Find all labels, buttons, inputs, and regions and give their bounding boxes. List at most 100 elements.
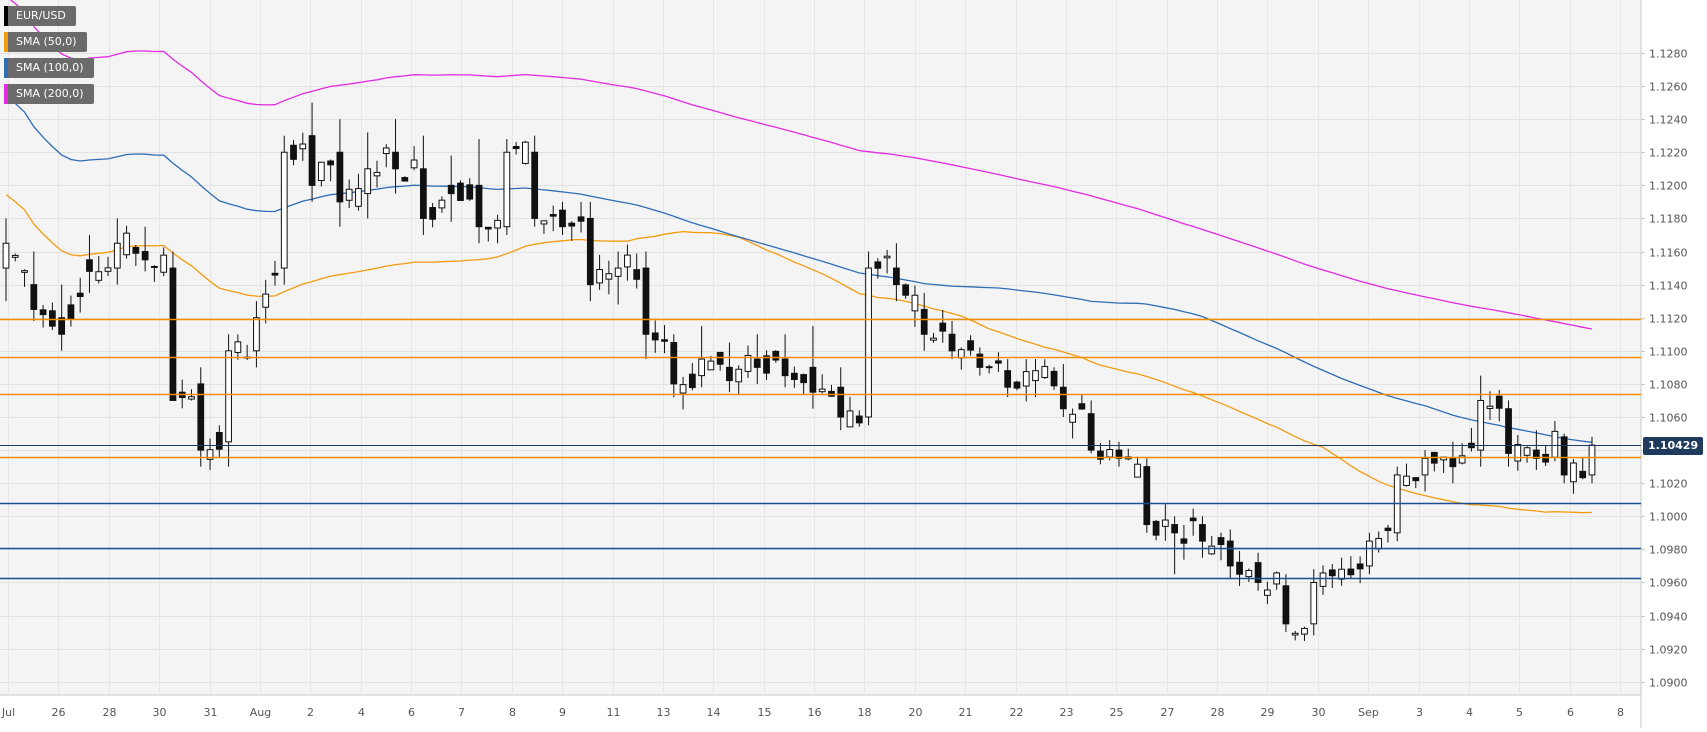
candle-body [688, 373, 696, 389]
candle-body [141, 251, 149, 261]
legend-label: SMA (100,0) [16, 61, 84, 74]
candle-body [874, 261, 882, 269]
candle-body [1588, 444, 1596, 476]
candle-body [160, 254, 168, 273]
x-tick-label: 21 [959, 706, 973, 719]
candle-body [290, 144, 297, 160]
candle-body [373, 171, 381, 177]
x-tick-label: 13 [657, 706, 671, 719]
candle-body [429, 207, 437, 220]
candle-body [336, 151, 344, 203]
candle-body [401, 177, 409, 182]
candle-body [596, 268, 603, 284]
candle-body [1570, 462, 1577, 483]
candle-body [151, 265, 158, 268]
candle-body [883, 255, 891, 259]
candle-body [1449, 457, 1457, 468]
x-tick-label: 25 [1110, 706, 1124, 719]
candle-body [447, 184, 455, 195]
x-tick-label: 31 [204, 706, 218, 719]
candle-body [1022, 371, 1030, 387]
candle-body [1338, 568, 1345, 580]
candle-body [58, 317, 66, 335]
legend-sma-200[interactable]: SMA (200,0) [4, 84, 94, 104]
candle-body [522, 141, 529, 164]
candle-body [1226, 540, 1234, 567]
candle-body [1384, 527, 1392, 531]
candle-body [1551, 430, 1559, 458]
candle-body [698, 358, 705, 377]
candle-body [1217, 537, 1225, 546]
candle-body [995, 360, 1002, 364]
candle-body [1291, 632, 1299, 636]
candle-body [355, 188, 362, 207]
candle-body [327, 160, 334, 166]
candle-body [605, 273, 613, 280]
candle-body [930, 337, 937, 341]
candle-body [1180, 538, 1188, 544]
x-tick-label: 15 [758, 706, 772, 719]
candle-body [39, 309, 47, 316]
candle-body [1059, 386, 1067, 410]
y-tick-label: 1.1140 [1649, 280, 1688, 293]
candle-body [939, 322, 947, 332]
candle-body [1032, 370, 1039, 382]
legend-swatch [4, 6, 8, 26]
candlesticks [2, 102, 1596, 641]
x-tick-label: 14 [707, 706, 721, 719]
legend-eurusd[interactable]: EUR/USD [4, 6, 76, 26]
x-tick-label: 8 [1617, 706, 1624, 719]
candle-body [865, 267, 872, 418]
candle-body [280, 151, 288, 269]
candle-body [299, 143, 307, 150]
x-axis-ticks: Jul 26 28 30 31 Aug 2 4 6 7 8 9 11 13 14 15 16 18 20 21 22 23… [1, 706, 1624, 719]
y-axis-ticks: 1.0900 1.0920 1.0940 1.0960 1.0980 1.1000 1.10… [1641, 48, 1688, 690]
legend-label: EUR/USD [16, 9, 66, 22]
candle-body [846, 410, 854, 428]
candle-body [1087, 413, 1095, 451]
candle-body [419, 168, 427, 219]
y-tick-label: 1.1260 [1649, 81, 1688, 94]
candle-body [716, 351, 724, 365]
candle-body [809, 366, 817, 393]
candle-body [95, 271, 103, 281]
candle-body [1505, 408, 1512, 454]
candle-body [540, 220, 548, 225]
legend-swatch [4, 58, 8, 78]
y-tick-label: 1.1280 [1649, 48, 1688, 61]
legend-sma-100[interactable]: SMA (100,0) [4, 58, 94, 78]
sma-50-line [5, 194, 1593, 514]
candle-body [438, 199, 446, 209]
candle-body [113, 242, 121, 269]
candle-body [123, 232, 130, 256]
x-tick-label: 4 [358, 706, 365, 719]
candle-body [893, 267, 900, 286]
candle-body [466, 184, 474, 200]
candle-body [308, 135, 316, 186]
candle-body [1532, 449, 1540, 459]
chart-plot-background [0, 0, 1641, 695]
candle-body [1560, 436, 1568, 476]
candle-body [484, 226, 492, 230]
candle-body [1050, 370, 1058, 387]
candle-body [855, 415, 863, 424]
candle-body [1078, 403, 1086, 410]
legend-sma-50[interactable]: SMA (50,0) [4, 32, 87, 52]
candle-body [1245, 569, 1253, 578]
candle-body [188, 396, 195, 400]
x-tick-label: 23 [1060, 706, 1074, 719]
x-tick-label: 22 [1010, 706, 1024, 719]
x-tick-label: 28 [103, 706, 117, 719]
x-tick-label: 11 [607, 706, 621, 719]
candle-body [494, 219, 501, 229]
x-tick-label: Aug [250, 706, 271, 719]
sma-100-line [5, 95, 1593, 443]
y-tick-label: 1.0940 [1649, 611, 1688, 624]
candle-body [790, 372, 798, 380]
candle-body [67, 304, 75, 319]
y-tick-label: 1.1080 [1649, 379, 1688, 392]
candle-body [1143, 466, 1151, 526]
candle-body [1310, 581, 1318, 625]
candle-body [920, 308, 928, 335]
